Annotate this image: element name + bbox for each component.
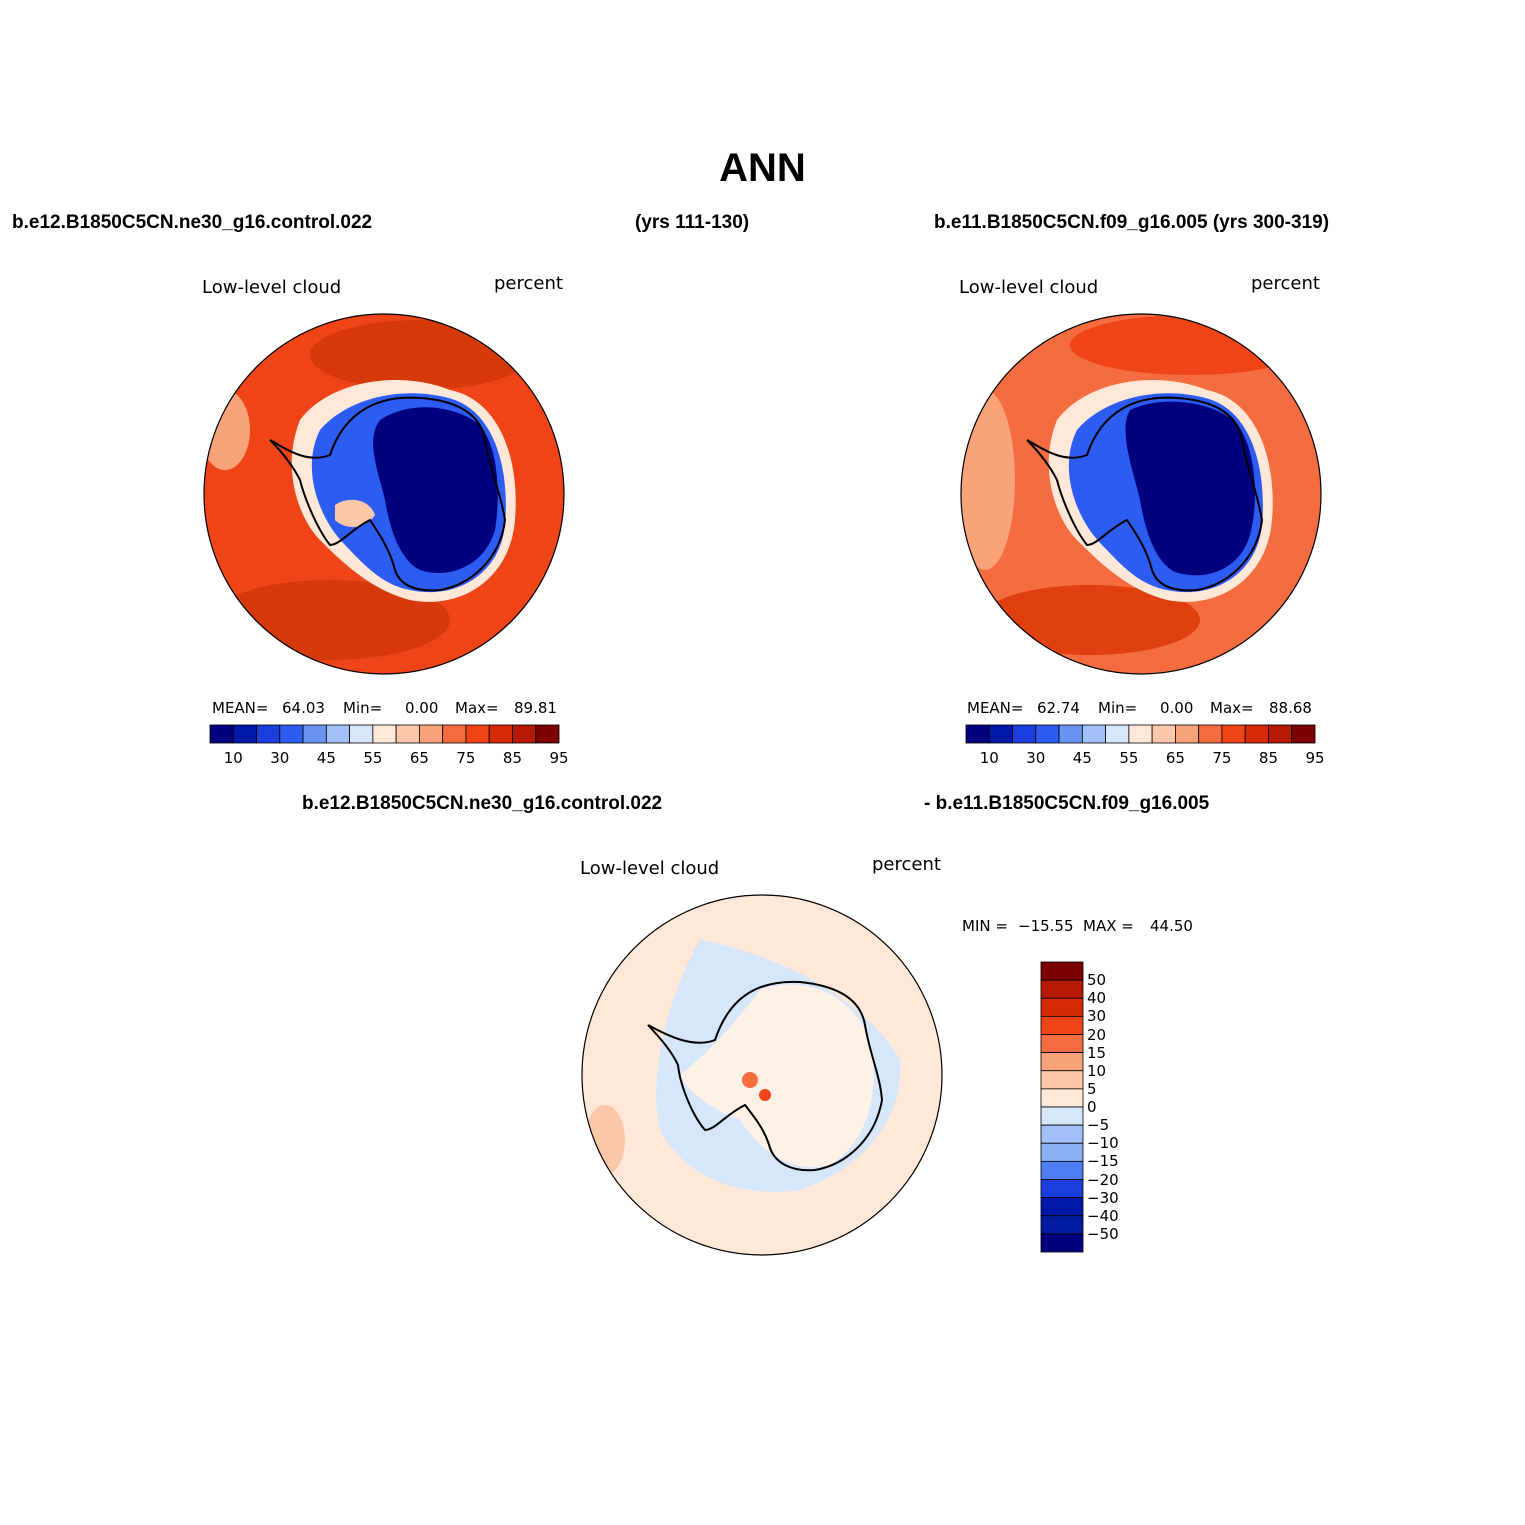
panel2-field-label: Low-level cloud xyxy=(959,277,1099,298)
colorbar-tick-label: 30 xyxy=(1087,1007,1107,1026)
colorbar-swatch xyxy=(1291,724,1316,744)
panel3-continent-field xyxy=(680,984,874,1168)
colorbar-tick-label: 30 xyxy=(270,749,290,767)
colorbar-tick-label: 45 xyxy=(316,749,336,767)
colorbar-tick-label: 30 xyxy=(1026,749,1046,767)
panel1-field-label: Low-level cloud xyxy=(202,277,342,298)
colorbar-tick-label: 5 xyxy=(1087,1079,1097,1098)
panel2-max-value: 88.68 xyxy=(1269,699,1312,717)
colorbar-tick-label: 20 xyxy=(1087,1025,1107,1044)
colorbar-swatch xyxy=(1040,1124,1084,1144)
panel1-ross-sea-patch xyxy=(335,499,375,527)
panel2-plateau-min-cloud xyxy=(1125,401,1255,576)
colorbar-tick-label: 65 xyxy=(1165,749,1185,767)
panel2-antarctica-coastline xyxy=(1026,396,1264,592)
colorbar-swatch xyxy=(535,724,560,744)
panel2-mean-label: MEAN= xyxy=(967,699,1024,717)
figure-title: ANN xyxy=(719,146,806,190)
colorbar-tick-label: 15 xyxy=(1087,1043,1107,1062)
panel2-min-value: 0.00 xyxy=(1160,699,1194,717)
colorbar-swatch xyxy=(1040,1197,1084,1217)
panel2-colorbar xyxy=(965,724,1316,744)
colorbar-tick-label: 85 xyxy=(1258,749,1278,767)
panel2-map-boundary xyxy=(960,313,1322,675)
colorbar-swatch xyxy=(1040,1233,1084,1253)
panel1-mean-value: 64.03 xyxy=(282,699,325,717)
panel1-colorbar xyxy=(209,724,560,744)
colorbar-swatch xyxy=(1040,1160,1084,1180)
panel3-units-label: percent xyxy=(872,854,941,875)
colorbar-tick-label: −50 xyxy=(1087,1224,1119,1243)
panel3-colorbar xyxy=(1040,961,1084,1253)
colorbar-tick-label: −30 xyxy=(1087,1188,1119,1207)
colorbar-swatch xyxy=(1040,1179,1084,1199)
panel3-positive-max xyxy=(759,1089,771,1101)
colorbar-tick-label: 50 xyxy=(1087,971,1107,990)
colorbar-swatch xyxy=(1040,1215,1084,1235)
colorbar-tick-label: 55 xyxy=(1119,749,1139,767)
panel3-min-value: −15.55 xyxy=(1018,917,1074,935)
panel3-field-label: Low-level cloud xyxy=(580,858,720,879)
panel1-min-label: Min= xyxy=(343,699,383,717)
colorbar-tick-label: 55 xyxy=(363,749,383,767)
colorbar-tick-label: 10 xyxy=(223,749,243,767)
left-case-name: b.e12.B1850C5CN.ne30_g16.control.022 xyxy=(12,212,373,233)
colorbar-tick-label: 85 xyxy=(502,749,522,767)
panel2-mean-value: 62.74 xyxy=(1037,699,1080,717)
colorbar-swatch xyxy=(1040,1070,1084,1090)
panel1-units-label: percent xyxy=(494,273,563,294)
panel2-units-label: percent xyxy=(1251,273,1320,294)
panel3-max-label: MAX = xyxy=(1083,917,1134,935)
colorbar-tick-label: 95 xyxy=(549,749,569,767)
panel2-high-cloud-band xyxy=(980,585,1200,655)
left-case-years: (yrs 111-130) xyxy=(635,212,750,233)
panel3-min-label: MIN = xyxy=(962,917,1008,935)
panel3-positive-patch xyxy=(585,1105,625,1175)
panel1-mean-label: MEAN= xyxy=(212,699,269,717)
panel3-map-boundary xyxy=(581,894,943,1256)
panel3-positive-max xyxy=(742,1072,758,1088)
right-case-name: b.e11.B1850C5CN.f09_g16.005 (yrs 300-319… xyxy=(934,212,1330,233)
panel1-min-value: 0.00 xyxy=(405,699,439,717)
colorbar-tick-label: −20 xyxy=(1087,1170,1119,1189)
colorbar-tick-label: 40 xyxy=(1087,989,1107,1008)
panel1-max-value: 89.81 xyxy=(514,699,557,717)
colorbar-tick-label: 95 xyxy=(1305,749,1325,767)
colorbar-tick-label: −10 xyxy=(1087,1134,1119,1153)
panel1-map-boundary xyxy=(203,313,565,675)
panel1-antarctica-coastline xyxy=(269,396,507,592)
diff-case-b: - b.e11.B1850C5CN.f09_g16.005 xyxy=(924,793,1210,814)
colorbar-tick-label: −40 xyxy=(1087,1206,1119,1225)
colorbar-tick-label: 10 xyxy=(1087,1061,1107,1080)
colorbar-tick-label: 45 xyxy=(1072,749,1092,767)
panel3-max-value: 44.50 xyxy=(1150,917,1193,935)
colorbar-tick-label: 75 xyxy=(456,749,476,767)
panel1-plateau-min-cloud xyxy=(373,407,498,574)
panel3-antarctica-coastline xyxy=(647,980,884,1172)
panel1-max-label: Max= xyxy=(455,699,499,717)
colorbar-tick-label: 75 xyxy=(1212,749,1232,767)
colorbar-swatch xyxy=(1040,997,1084,1017)
colorbar-swatch xyxy=(1040,961,1084,981)
panel2-max-label: Max= xyxy=(1210,699,1254,717)
colorbar-swatch xyxy=(1040,1052,1084,1072)
colorbar-swatch xyxy=(1040,1034,1084,1054)
colorbar-swatch xyxy=(1040,1142,1084,1162)
colorbar-tick-label: 10 xyxy=(979,749,999,767)
colorbar-swatch xyxy=(1040,1088,1084,1108)
panel2-min-label: Min= xyxy=(1098,699,1138,717)
colorbar-tick-label: −5 xyxy=(1087,1116,1110,1135)
colorbar-swatch xyxy=(1040,1015,1084,1035)
diff-case-a: b.e12.B1850C5CN.ne30_g16.control.022 xyxy=(302,793,663,814)
colorbar-swatch xyxy=(1040,979,1084,999)
colorbar-tick-label: 65 xyxy=(409,749,429,767)
colorbar-tick-label: −15 xyxy=(1087,1152,1119,1171)
colorbar-tick-label: 0 xyxy=(1087,1098,1097,1116)
colorbar-swatch xyxy=(1040,1106,1084,1126)
